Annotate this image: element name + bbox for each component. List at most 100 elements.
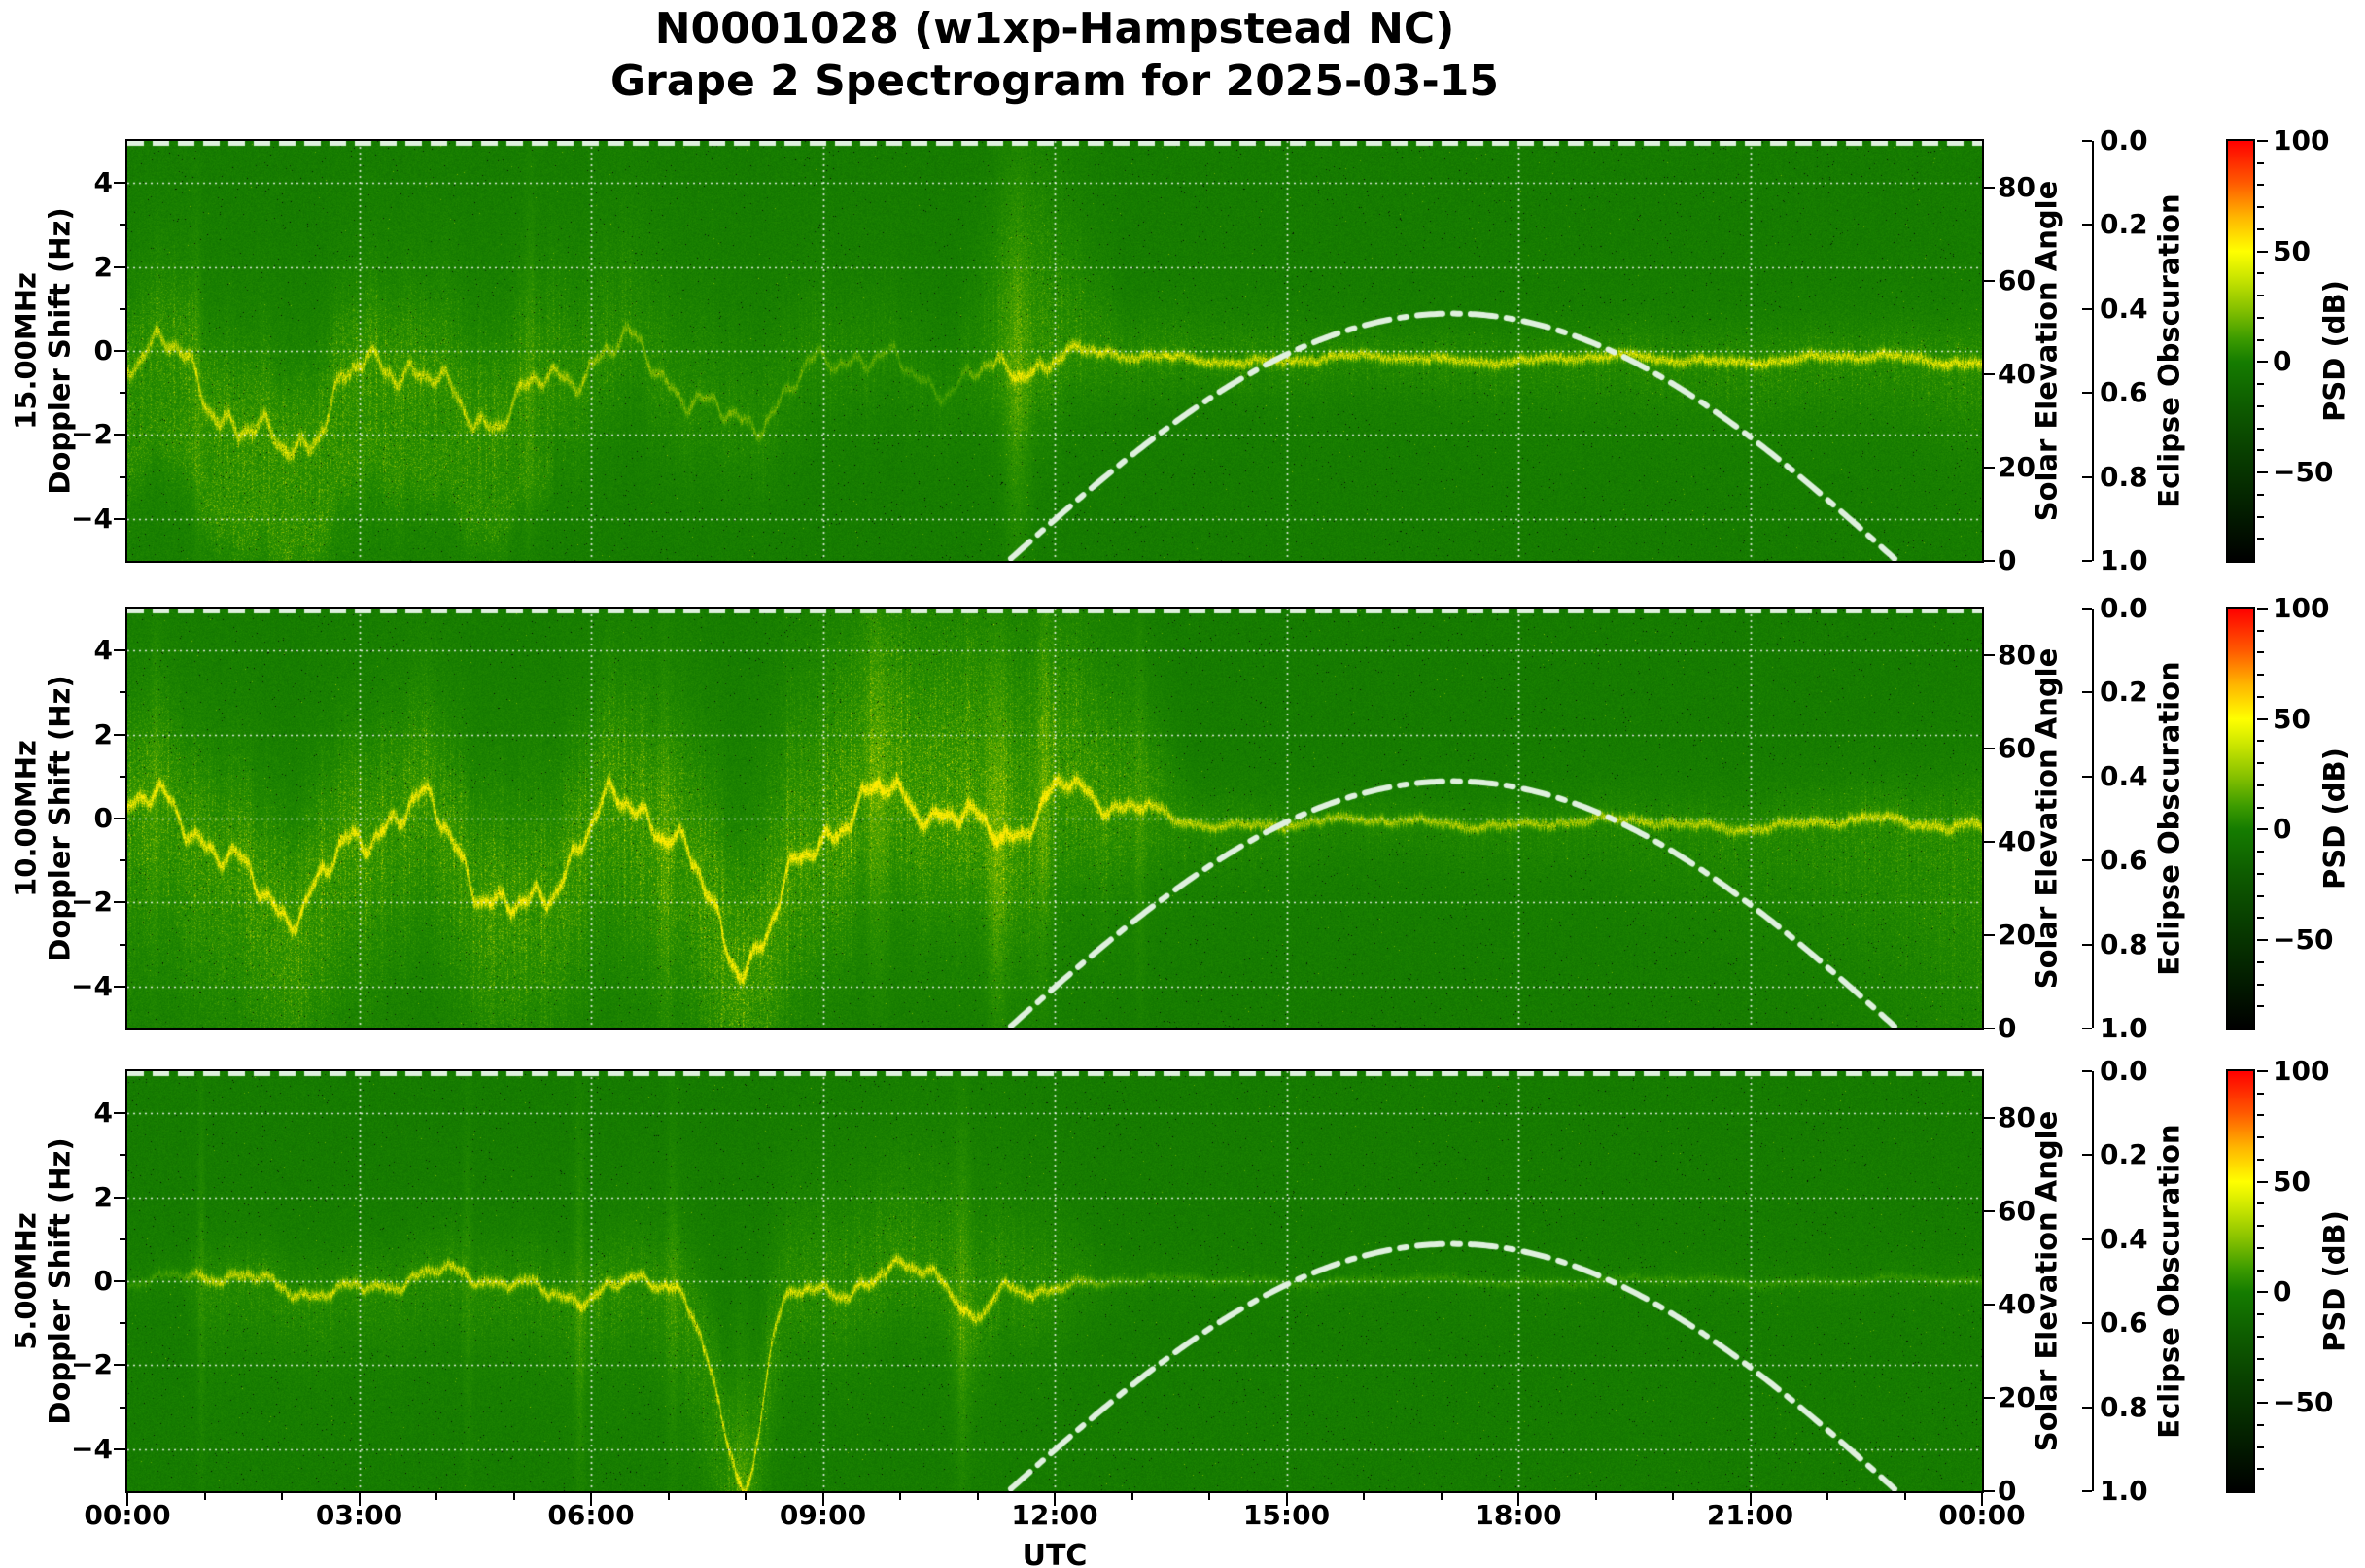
colorbar-tick-label: 50 bbox=[2273, 702, 2311, 735]
doppler-tick bbox=[114, 818, 125, 819]
solar-tick-label: 40 bbox=[1998, 825, 2035, 857]
eclipse-tick-label: 0.2 bbox=[2100, 676, 2148, 709]
doppler-minor-tick bbox=[120, 1406, 125, 1409]
colorbar-minor-tick bbox=[2257, 272, 2264, 275]
doppler-tick bbox=[114, 1280, 125, 1282]
colorbar-tick bbox=[2257, 939, 2268, 942]
utc-major-tick bbox=[821, 1493, 824, 1506]
colorbar-tick bbox=[2257, 250, 2268, 253]
colorbar-minor-tick bbox=[2257, 1114, 2264, 1117]
colorbar-tick bbox=[2257, 1402, 2268, 1405]
doppler-tick-label: 0 bbox=[93, 802, 113, 834]
colorbar-tick bbox=[2257, 608, 2268, 610]
colorbar-tick-label: −50 bbox=[2273, 456, 2334, 489]
eclipse-tick-label: 0.8 bbox=[2100, 460, 2148, 493]
colorbar-minor-tick bbox=[2257, 515, 2264, 518]
psd-axis-label: PSD (dB) bbox=[2317, 748, 2351, 889]
doppler-tick bbox=[114, 350, 125, 352]
colorbar-tick bbox=[2257, 717, 2268, 720]
eclipse-tick bbox=[2082, 775, 2092, 778]
eclipse-tick bbox=[2082, 859, 2092, 862]
eclipse-tick bbox=[2082, 560, 2092, 562]
solar-tick bbox=[1984, 654, 1995, 656]
utc-tick-label: 03:00 bbox=[315, 1499, 403, 1531]
colorbar-minor-tick bbox=[2257, 806, 2264, 809]
doppler-tick-label: 4 bbox=[93, 634, 113, 667]
doppler-tick-label: 4 bbox=[93, 166, 113, 199]
colorbar-minor-tick bbox=[2257, 1158, 2264, 1161]
eclipse-tick bbox=[2082, 392, 2092, 395]
colorbar-tick-label: 50 bbox=[2273, 1165, 2311, 1198]
solar-tick-label: 40 bbox=[1998, 1288, 2035, 1320]
utc-minor-tick bbox=[667, 1493, 670, 1500]
eclipse-tick-label: 0.0 bbox=[2100, 1055, 2148, 1087]
colorbar-tick-label: 0 bbox=[2273, 345, 2292, 378]
colorbar-minor-tick bbox=[2257, 427, 2264, 430]
psd-colorbar bbox=[2226, 607, 2255, 1030]
utc-tick-label: 21:00 bbox=[1706, 1499, 1794, 1531]
solar-tick bbox=[1984, 560, 1995, 562]
utc-minor-tick bbox=[1130, 1493, 1133, 1500]
eclipse-axis-label: Eclipse Obscuration bbox=[2152, 193, 2186, 508]
eclipse-tick-label: 0.6 bbox=[2100, 376, 2148, 409]
doppler-tick-label: 4 bbox=[93, 1097, 113, 1130]
eclipse-tick-label: 0.4 bbox=[2100, 292, 2148, 325]
eclipse-axis-label: Eclipse Obscuration bbox=[2152, 1124, 2186, 1439]
solar-axis-label: Solar Elevation Angle bbox=[2030, 1110, 2064, 1452]
colorbar-minor-tick bbox=[2257, 894, 2264, 897]
eclipse-tick-label: 0.6 bbox=[2100, 844, 2148, 877]
colorbar-minor-tick bbox=[2257, 851, 2264, 854]
utc-major-tick bbox=[1054, 1493, 1056, 1506]
doppler-tick bbox=[114, 985, 125, 988]
utc-minor-tick bbox=[1672, 1493, 1674, 1500]
doppler-tick bbox=[114, 182, 125, 185]
figure-title-line-1: N0001028 (w1xp-Hampstead NC) bbox=[654, 4, 1455, 53]
utc-major-tick bbox=[1749, 1493, 1752, 1506]
solar-tick bbox=[1984, 467, 1995, 469]
colorbar-minor-tick bbox=[2257, 1468, 2264, 1471]
colorbar-minor-tick bbox=[2257, 784, 2264, 786]
doppler-tick-label: 0 bbox=[93, 1265, 113, 1297]
doppler-minor-tick bbox=[120, 392, 125, 395]
colorbar-minor-tick bbox=[2257, 674, 2264, 677]
spectrogram-canvas-5mhz bbox=[127, 1071, 1982, 1491]
eclipse-axis-spine bbox=[2092, 141, 2094, 561]
colorbar-minor-tick bbox=[2257, 762, 2264, 765]
utc-tick-label: 00:00 bbox=[1938, 1499, 2026, 1531]
spectrogram-panel-15.00MHz bbox=[125, 139, 1984, 563]
doppler-tick bbox=[114, 733, 125, 736]
colorbar-tick-label: 0 bbox=[2273, 1275, 2292, 1308]
eclipse-tick bbox=[2082, 1490, 2092, 1492]
doppler-tick-label: −4 bbox=[71, 1432, 113, 1465]
doppler-tick-label: −2 bbox=[71, 418, 113, 451]
colorbar-tick bbox=[2257, 361, 2268, 364]
doppler-minor-tick bbox=[120, 943, 125, 946]
figure-title-line-2: Grape 2 Spectrogram for 2025-03-15 bbox=[609, 56, 1500, 106]
utc-minor-tick bbox=[1363, 1493, 1365, 1500]
colorbar-minor-tick bbox=[2257, 316, 2264, 319]
colorbar-minor-tick bbox=[2257, 161, 2264, 164]
solar-tick-label: 20 bbox=[1998, 919, 2035, 951]
utc-tick-label: 18:00 bbox=[1475, 1499, 1562, 1531]
doppler-tick-label: −2 bbox=[71, 1348, 113, 1381]
solar-tick bbox=[1984, 187, 1995, 189]
eclipse-tick bbox=[2082, 475, 2092, 478]
utc-major-tick bbox=[358, 1493, 361, 1506]
utc-tick-label: 12:00 bbox=[1011, 1499, 1098, 1531]
doppler-tick bbox=[114, 1364, 125, 1367]
psd-colorbar bbox=[2226, 1069, 2255, 1493]
colorbar-minor-tick bbox=[2257, 872, 2264, 875]
doppler-tick bbox=[114, 901, 125, 904]
colorbar-tick-label: 50 bbox=[2273, 234, 2311, 267]
eclipse-tick-label: 0.4 bbox=[2100, 759, 2148, 792]
colorbar-minor-tick bbox=[2257, 1446, 2264, 1448]
solar-tick bbox=[1984, 1304, 1995, 1306]
colorbar-tick-label: 0 bbox=[2273, 813, 2292, 846]
doppler-minor-tick bbox=[120, 1154, 125, 1157]
eclipse-tick-label: 0.8 bbox=[2100, 1390, 2148, 1423]
utc-minor-tick bbox=[976, 1493, 979, 1500]
doppler-tick-label: 2 bbox=[93, 717, 113, 750]
doppler-minor-tick bbox=[120, 775, 125, 778]
eclipse-tick bbox=[2082, 140, 2092, 142]
eclipse-tick-label: 0.6 bbox=[2100, 1307, 2148, 1340]
